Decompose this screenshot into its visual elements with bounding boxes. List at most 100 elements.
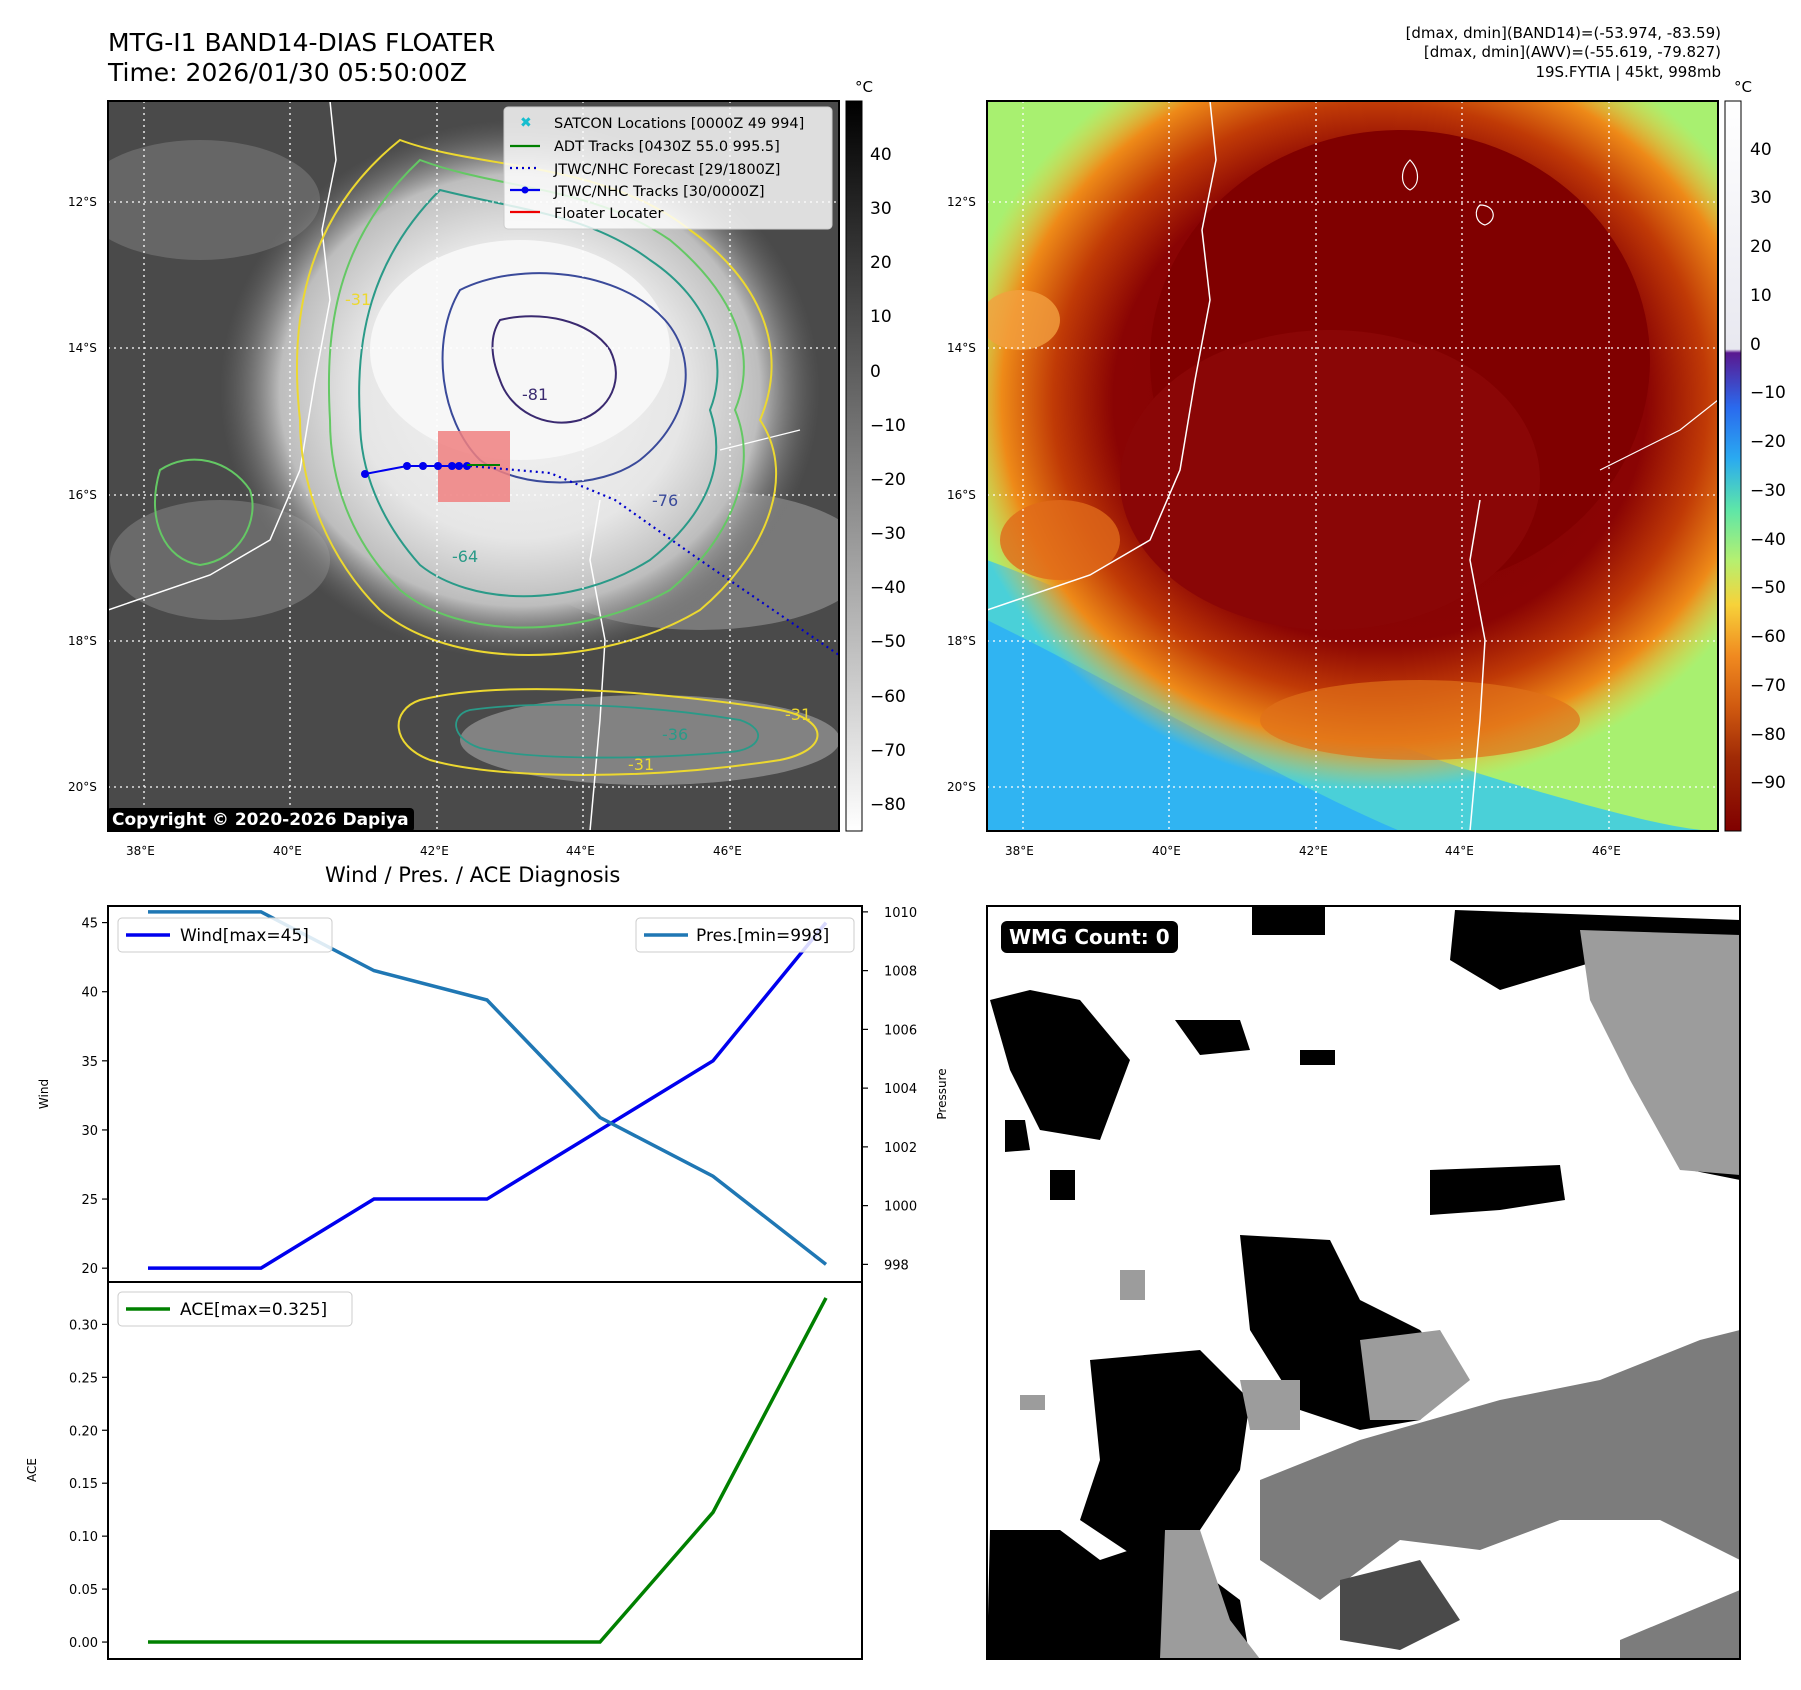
lon-label: 46°E: [713, 844, 742, 858]
stats-line2: [dmax, dmin](AWV)=(-55.619, -79.827): [1423, 43, 1721, 61]
ace-series-line: [148, 1297, 828, 1644]
color-cbar-tick: 20: [1750, 237, 1772, 257]
gray-cbar-tick: 0: [870, 362, 881, 382]
lat-label: 20°S: [947, 780, 976, 794]
lat-label: 18°S: [68, 634, 97, 648]
gray-cbar-tick: 40: [870, 145, 892, 165]
wind-pressure-chart-frame: [107, 905, 863, 1283]
color-cbar-tick: −50: [1750, 578, 1786, 598]
lon-label: 38°E: [126, 844, 155, 858]
legend-forecast: JTWC/NHC Forecast [29/1800Z]: [553, 162, 780, 178]
ace-y-tick-label: 0.05: [69, 1583, 98, 1598]
gray-cbar-tick: −80: [870, 795, 906, 815]
ir-color-map: [987, 101, 1718, 831]
pressure-y-tick-label: 1010: [884, 906, 917, 921]
color-cbar-tick: 10: [1750, 286, 1772, 306]
track-point: [434, 462, 442, 470]
pressure-y-tick-label: 1008: [884, 965, 917, 980]
wind-y-tick-label: 35: [81, 1055, 98, 1070]
color-cbar-tick: −10: [1750, 383, 1786, 403]
ace-legend-box: [117, 1291, 353, 1327]
track-point: [448, 462, 456, 470]
lon-label: 46°E: [1592, 844, 1621, 858]
gray-cbar-tick: −30: [870, 524, 906, 544]
ace-y-tick-label: 0.25: [69, 1371, 98, 1386]
pressure-legend-label: Pres.[min=998]: [696, 926, 829, 946]
color-cbar-tick: 30: [1750, 188, 1772, 208]
gray-cbar-tick: −10: [870, 416, 906, 436]
wind-legend-box: [117, 917, 333, 953]
contour-label: -36: [662, 725, 688, 744]
wmg-panel: [986, 905, 1741, 1660]
ace-y-tick-label: 0.10: [69, 1530, 98, 1545]
forecast-track-line: [469, 464, 839, 656]
satcon-marker-icon: ✖: [520, 115, 532, 131]
lon-label: 38°E: [1005, 844, 1034, 858]
lat-label: 20°S: [68, 780, 97, 794]
lon-label: 42°E: [420, 844, 449, 858]
lat-label: 12°S: [947, 195, 976, 209]
ace-legend-label: ACE[max=0.325]: [180, 1300, 327, 1320]
wmg-count-badge: WMG Count: 0: [1001, 921, 1178, 953]
color-cbar-tick: −40: [1750, 530, 1786, 550]
lon-label: 44°E: [566, 844, 595, 858]
contour-label: -31: [628, 755, 654, 774]
pressure-y-tick-label: 998: [884, 1258, 909, 1273]
pressure-series-line: [148, 910, 828, 1266]
grayscale-colorbar: [845, 100, 863, 832]
lon-label: 42°E: [1299, 844, 1328, 858]
stats-line3: 19S.FYTIA | 45kt, 998mb: [1535, 63, 1721, 81]
gray-cbar-tick: −40: [870, 578, 906, 598]
gray-cbar-tick: −70: [870, 741, 906, 761]
lat-label: 14°S: [68, 341, 97, 355]
color-colorbar: [1724, 100, 1742, 832]
lon-label: 44°E: [1445, 844, 1474, 858]
lat-label: 18°S: [947, 634, 976, 648]
ace-y-tick-label: 0.20: [69, 1424, 98, 1439]
legend-satcon: SATCON Locations [0000Z 49 994]: [554, 116, 804, 132]
contour-label: -31: [345, 290, 371, 309]
pressure-y-tick-label: 1000: [884, 1200, 917, 1215]
contour-label: -31: [785, 705, 811, 724]
ace-y-tick-label: 0.15: [69, 1477, 98, 1492]
wind-y-tick-label: 45: [81, 917, 98, 932]
lat-label: 16°S: [68, 488, 97, 502]
wind-y-tick-label: 25: [81, 1193, 98, 1208]
gray-cbar-tick: 10: [870, 307, 892, 327]
left-map-frame: [107, 100, 840, 832]
color-cbar-tick: −70: [1750, 676, 1786, 696]
ace-y-tick-label: 0.00: [69, 1636, 98, 1651]
wind-legend-label: Wind[max=45]: [180, 926, 309, 946]
pressure-y-tick-label: 1004: [884, 1082, 917, 1097]
lon-label: 40°E: [1152, 844, 1181, 858]
gray-cbar-tick: 30: [870, 199, 892, 219]
wind-y-tick-label: 20: [81, 1262, 98, 1277]
contour-label: -76: [652, 491, 678, 510]
ir-grayscale-map: -31 -81 -76 -64 -31 -31 -36 ✖ SATCON Loc…: [108, 101, 839, 831]
color-cbar-tick: −80: [1750, 725, 1786, 745]
color-cbar-tick: 40: [1750, 140, 1772, 160]
pressure-y-tick-label: 1002: [884, 1141, 917, 1156]
legend-tracks-marker: [521, 186, 529, 194]
lat-label: 14°S: [947, 341, 976, 355]
wind-y-tick-label: 40: [81, 986, 98, 1001]
ace-y-tick-label: 0.30: [69, 1318, 98, 1333]
lat-label: 12°S: [68, 195, 97, 209]
gray-cbar-tick: −60: [870, 687, 906, 707]
color-colorbar-unit: °C: [1734, 78, 1752, 96]
map-legend: ✖ SATCON Locations [0000Z 49 994] ADT Tr…: [503, 106, 833, 230]
contour-label: -81: [522, 385, 548, 404]
track-point: [361, 470, 369, 478]
track-point: [403, 462, 411, 470]
stats-line1: [dmax, dmin](BAND14)=(-53.974, -83.59): [1405, 24, 1721, 42]
gray-cbar-tick: −50: [870, 632, 906, 652]
chart-title: Wind / Pres. / ACE Diagnosis: [325, 863, 621, 887]
gray-cbar-tick: 20: [870, 253, 892, 273]
lat-label: 16°S: [947, 488, 976, 502]
color-cbar-tick: −20: [1750, 432, 1786, 452]
pressure-legend-box: [635, 917, 855, 953]
legend-adt: ADT Tracks [0430Z 55.0 995.5]: [554, 139, 780, 155]
color-cbar-tick: −30: [1750, 481, 1786, 501]
track-point: [419, 462, 427, 470]
pressure-axis-label: Pressure: [935, 1068, 949, 1119]
